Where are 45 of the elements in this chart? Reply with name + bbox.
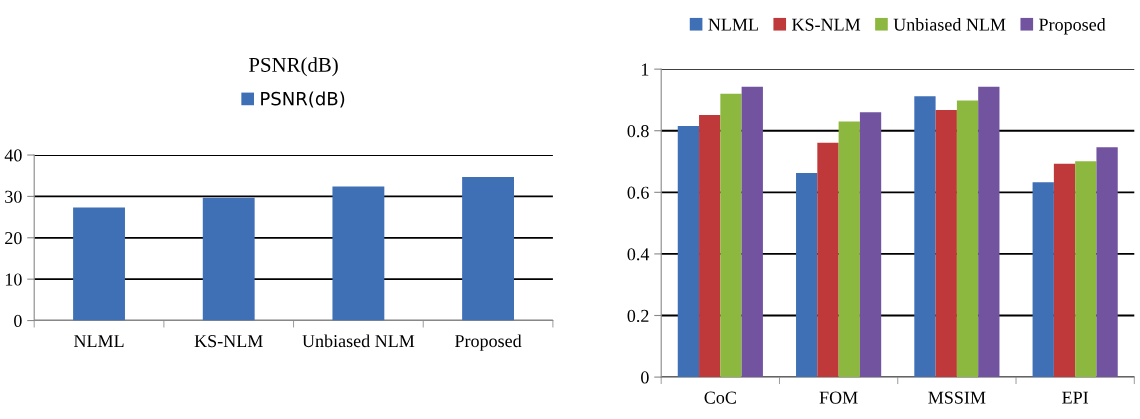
bar <box>202 197 255 321</box>
y-tick-label: 0.4 <box>627 248 650 261</box>
bar <box>332 186 385 321</box>
x-tick-label: NLML <box>73 335 124 347</box>
x-tick-label: EPI <box>1062 391 1089 404</box>
y-tick-label: 1 <box>641 63 649 76</box>
y-tick-label: 0.6 <box>627 186 649 199</box>
legend-label: Unbiased NLM <box>893 18 1006 31</box>
bar <box>462 176 514 321</box>
legend-label: NLML <box>708 18 758 31</box>
bar <box>935 110 957 378</box>
bar <box>677 126 700 378</box>
bar <box>978 86 1000 378</box>
y-tick-label: 0.2 <box>627 309 649 323</box>
bar <box>914 96 936 378</box>
x-tick-label: KS-NLM <box>194 335 263 348</box>
x-tick-label: MSSIM <box>928 391 986 404</box>
bar <box>1075 161 1097 378</box>
bar <box>817 142 839 378</box>
y-tick-label: 0 <box>14 314 22 327</box>
bar <box>1032 182 1054 378</box>
bar <box>838 121 860 378</box>
y-tick-label: 10 <box>5 273 22 286</box>
bar <box>699 115 721 378</box>
legend-label: PSNR(dB) <box>261 91 345 108</box>
x-tick-label: FOM <box>819 391 858 404</box>
y-tick-label: 30 <box>5 190 22 203</box>
bar <box>73 207 125 321</box>
legend-label: Proposed <box>1039 18 1106 35</box>
legend-label: KS-NLM <box>792 18 861 31</box>
bar <box>1096 147 1118 378</box>
y-tick-label: 0 <box>641 371 649 384</box>
bar <box>796 172 818 378</box>
x-tick-label: Unbiased NLM <box>302 334 415 348</box>
y-tick-label: 0.8 <box>627 124 649 138</box>
bar <box>956 100 979 378</box>
y-tick-label: 20 <box>5 232 22 245</box>
bar <box>1053 163 1076 378</box>
bar <box>720 93 742 378</box>
x-tick-label: CoC <box>704 391 736 404</box>
bar <box>741 86 763 378</box>
chart-title: PSNR(dB) <box>249 57 338 77</box>
bar <box>859 112 882 378</box>
y-tick-label: 40 <box>4 149 22 162</box>
x-tick-label: Proposed <box>454 334 522 351</box>
